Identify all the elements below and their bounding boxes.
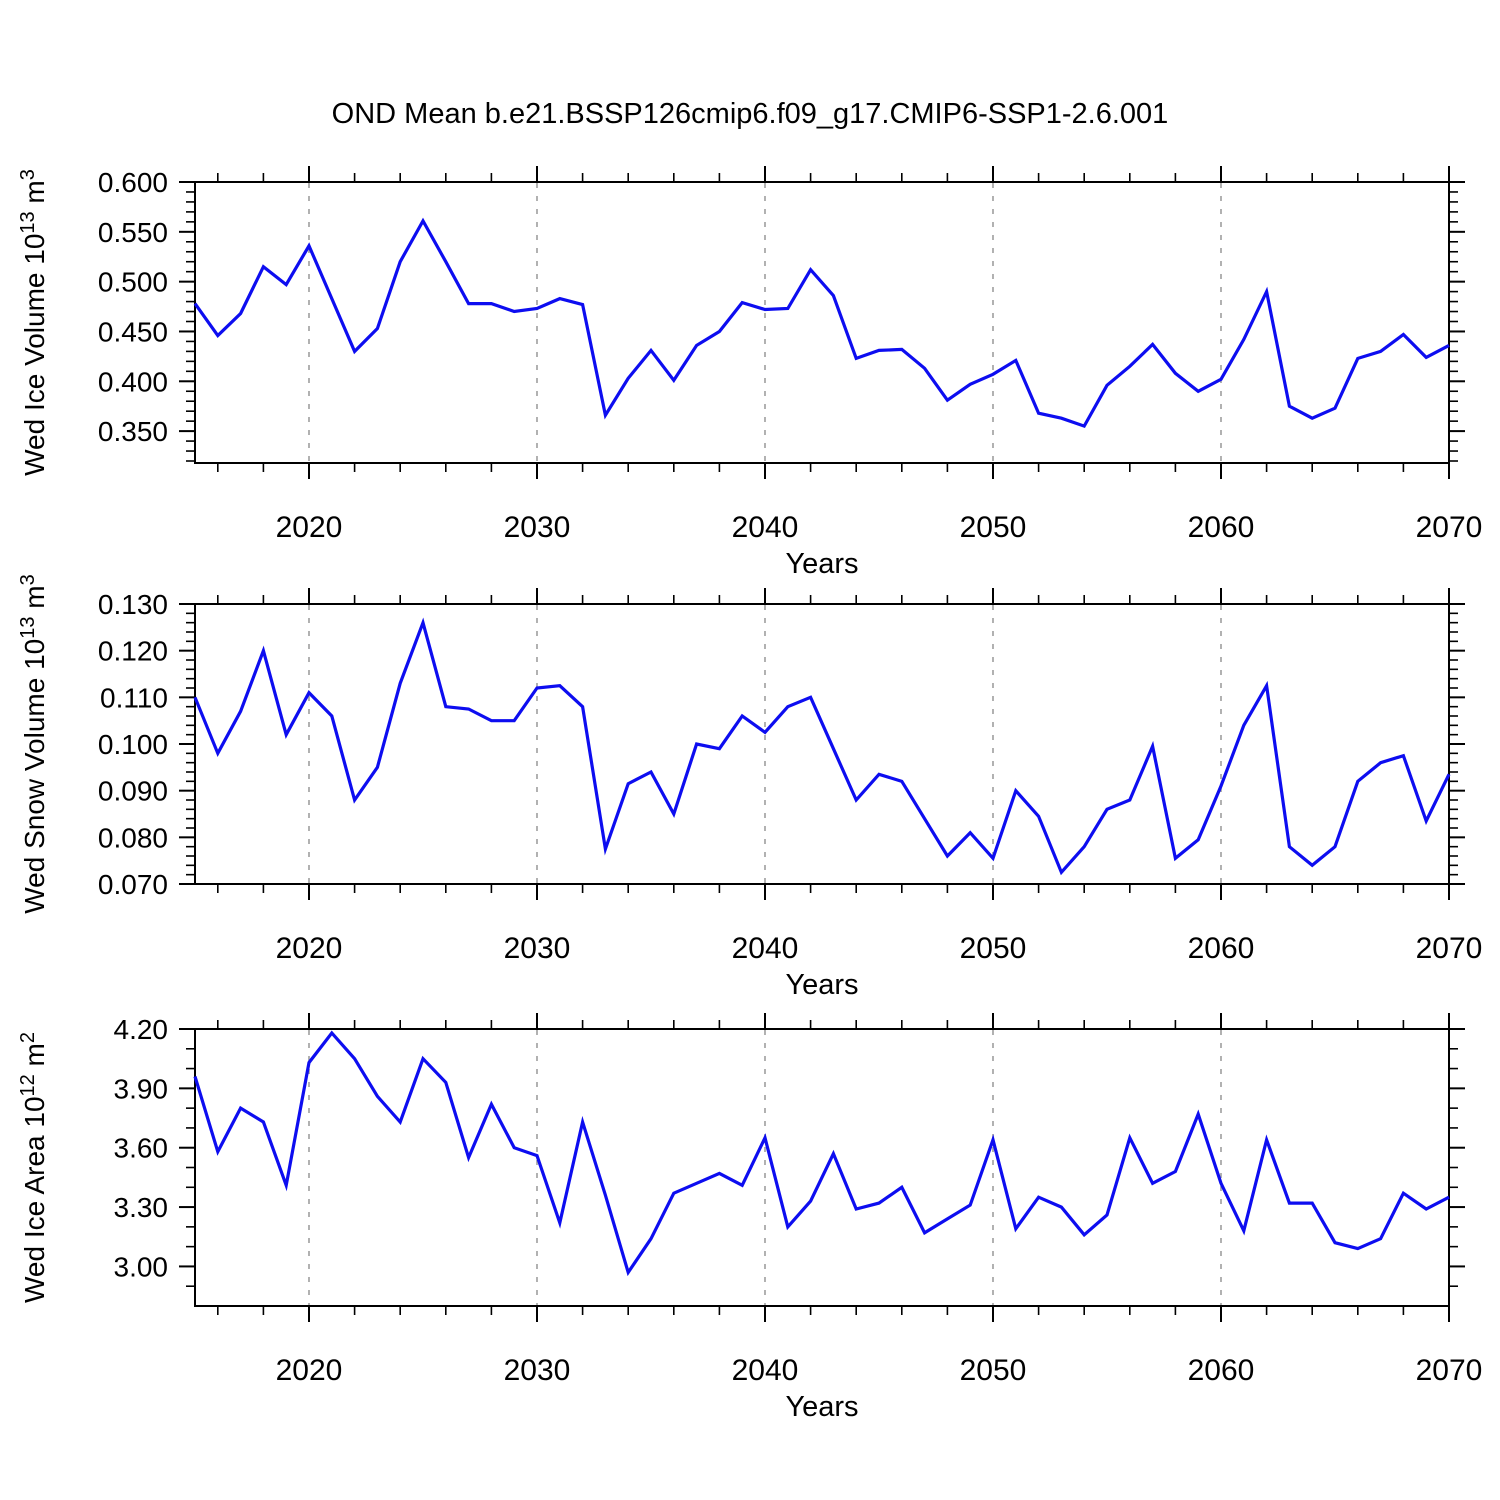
plot-frame [194,181,1450,464]
plot-frame [194,1028,1450,1307]
y-tick-labels: 0.070 0.080 0.090 0.100 0.110 0.120 0.130 [98,589,168,900]
y-tick-label: 3.00 [114,1251,169,1282]
x-tick-label: 2020 [276,511,343,544]
plot-title: OND Mean b.e21.BSSP126cmip6.f09_g17.CMIP… [332,98,1169,130]
x-tick-label: 2050 [960,932,1027,965]
x-tick-label: 2020 [276,932,343,965]
x-tick-label: 2070 [1416,932,1483,965]
y-tick-label: 0.550 [98,217,168,248]
x-tick-label: 2040 [732,932,799,965]
gridlines [308,605,1222,883]
series-line-wed-ice-area [193,1030,1450,1277]
y-axis-title: Wed Ice Volume 1013​ m3​ [17,169,50,476]
x-tick-label: 2070 [1416,511,1483,544]
y-tick-label: 0.600 [98,167,168,198]
y-tick-label: 3.30 [114,1192,169,1223]
x-tick-label: 2060 [1188,1354,1255,1387]
y-tick-label: 0.130 [98,589,168,620]
x-tick-label: 2040 [732,1354,799,1387]
x-tick-labels: 2020 2030 2040 2050 2060 2070 [276,1354,1483,1387]
y-tick-label: 0.350 [98,416,168,447]
axis-ticks [179,588,1465,900]
gridlines [308,1030,1222,1305]
x-axis-title: Years [785,548,858,580]
x-tick-label: 2040 [732,511,799,544]
y-tick-labels: 0.350 0.400 0.450 0.500 0.550 0.600 [98,167,168,447]
y-tick-label: 0.500 [98,267,168,298]
x-axis-title: Years [785,969,858,1001]
x-tick-label: 2070 [1416,1354,1483,1387]
x-tick-labels: 2020 2030 2040 2050 2060 2070 [276,511,1483,544]
x-tick-label: 2030 [504,932,571,965]
gridlines [308,183,1222,462]
y-tick-label: 3.60 [114,1133,169,1164]
x-tick-labels: 2020 2030 2040 2050 2060 2070 [276,932,1483,965]
y-tick-label: 3.90 [114,1073,169,1104]
y-tick-label: 0.110 [100,682,168,713]
chart-wed-ice-area: 3.00 3.30 3.60 3.90 4.20 2020 2030 2040 2050 2060… [17,1013,1482,1423]
series-line-wed-ice-volume [193,217,1450,429]
x-tick-label: 2060 [1188,932,1255,965]
y-tick-label: 0.120 [98,636,168,667]
x-tick-label: 2060 [1188,511,1255,544]
x-tick-label: 2030 [504,1354,571,1387]
plot-frame [194,603,1450,885]
y-tick-label: 0.450 [98,316,168,347]
y-tick-label: 0.400 [98,366,168,397]
axis-ticks [179,1013,1465,1322]
x-tick-label: 2020 [276,1354,343,1387]
series-line-wed-snow-volume [193,617,1451,876]
y-tick-label: 0.090 [98,776,168,807]
x-tick-label: 2050 [960,1354,1027,1387]
y-axis-title: Wed Snow Volume 1013​ m3​ [17,574,50,913]
axis-ticks [179,166,1465,479]
y-tick-label: 0.070 [98,869,168,900]
y-tick-label: 0.100 [98,729,168,760]
x-tick-label: 2030 [504,511,571,544]
y-axis-title: Wed Ice Area 1012​ m2​ [17,1032,50,1303]
y-tick-labels: 3.00 3.30 3.60 3.90 4.20 [114,1014,169,1282]
x-axis-title: Years [785,1391,858,1423]
y-tick-label: 0.080 [98,822,168,853]
x-tick-label: 2050 [960,511,1027,544]
y-tick-label: 4.20 [114,1014,169,1045]
